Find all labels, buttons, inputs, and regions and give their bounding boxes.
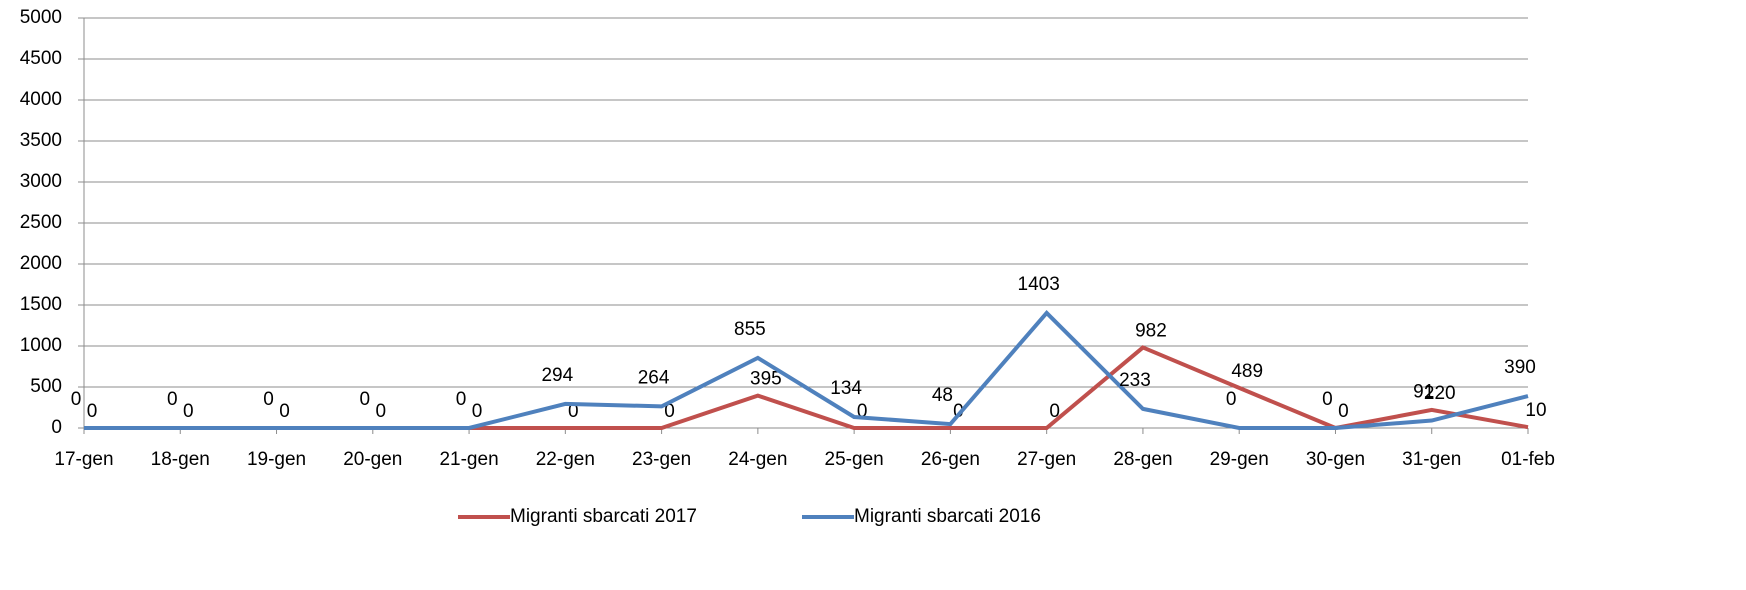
data-label: 0 (1338, 401, 1349, 422)
x-tick-label: 17-gen (54, 449, 113, 470)
data-label: 0 (1049, 401, 1060, 422)
x-tick-label: 18-gen (151, 449, 210, 470)
data-label: 0 (279, 401, 290, 422)
y-tick-label: 3500 (20, 130, 62, 151)
data-label: 233 (1119, 370, 1151, 391)
data-label: 91 (1413, 382, 1434, 403)
y-tick-label: 1000 (20, 335, 62, 356)
x-tick-label: 24-gen (728, 449, 787, 470)
data-label: 395 (750, 369, 782, 390)
data-label: 0 (472, 401, 483, 422)
data-label: 1403 (1018, 274, 1060, 295)
y-tick-label: 0 (51, 417, 62, 438)
x-tick-label: 25-gen (825, 449, 884, 470)
data-label: 982 (1135, 320, 1167, 341)
y-tick-label: 2500 (20, 212, 62, 233)
y-tick-label: 2000 (20, 253, 62, 274)
x-tick-label: 30-gen (1306, 449, 1365, 470)
legend-label: Migranti sbarcati 2016 (854, 506, 1041, 527)
data-label: 0 (664, 401, 675, 422)
data-label: 48 (932, 385, 953, 406)
x-tick-label: 28-gen (1113, 449, 1172, 470)
x-tick-label: 26-gen (921, 449, 980, 470)
x-tick-label: 29-gen (1210, 449, 1269, 470)
y-tick-label: 4500 (20, 48, 62, 69)
x-tick-label: 20-gen (343, 449, 402, 470)
x-tick-label: 21-gen (439, 449, 498, 470)
y-tick-label: 3000 (20, 171, 62, 192)
y-tick-label: 4000 (20, 89, 62, 110)
data-label: 0 (568, 401, 579, 422)
y-tick-label: 5000 (20, 7, 62, 28)
data-label: 0 (263, 389, 274, 410)
data-label: 10 (1525, 400, 1546, 421)
data-label: 0 (167, 389, 178, 410)
data-label: 0 (857, 401, 868, 422)
series-line (84, 310, 1529, 430)
data-label: 0 (71, 389, 82, 410)
data-label: 0 (456, 389, 467, 410)
data-label: 0 (1322, 389, 1333, 410)
x-tick-label: 01-feb (1501, 449, 1555, 470)
x-tick-label: 31-gen (1402, 449, 1461, 470)
data-label: 0 (1226, 389, 1237, 410)
x-tick-label: 27-gen (1017, 449, 1076, 470)
y-tick-label: 1500 (20, 294, 62, 315)
x-tick-label: 23-gen (632, 449, 691, 470)
data-label: 294 (541, 365, 573, 386)
legend-label: Migranti sbarcati 2017 (510, 506, 697, 527)
x-tick-label: 19-gen (247, 449, 306, 470)
data-label: 134 (830, 378, 862, 399)
data-label: 220 (1424, 383, 1456, 404)
data-label: 0 (376, 401, 387, 422)
data-label: 489 (1231, 361, 1263, 382)
x-tick-label: 22-gen (536, 449, 595, 470)
data-label: 0 (183, 401, 194, 422)
data-label: 0 (87, 401, 98, 422)
data-label: 855 (734, 319, 766, 340)
y-tick-label: 500 (30, 376, 62, 397)
data-label: 0 (360, 389, 371, 410)
data-label: 264 (638, 367, 670, 388)
data-label: 390 (1504, 357, 1536, 378)
data-label: 0 (953, 401, 964, 422)
